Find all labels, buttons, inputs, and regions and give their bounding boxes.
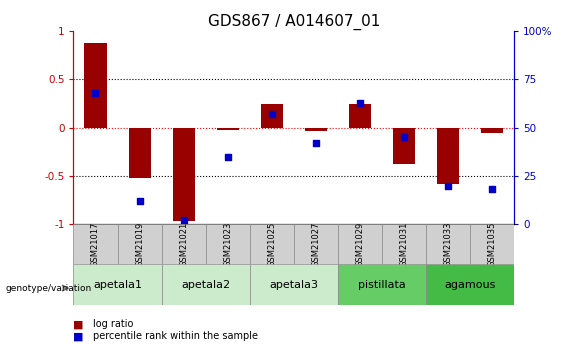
Text: agamous: agamous (445, 280, 496, 289)
Bar (426, 224, 470, 264)
Bar (162, 224, 206, 264)
Bar (393, 128, 415, 164)
Text: GSM21025: GSM21025 (267, 221, 276, 267)
Point (488, 187, 497, 192)
Point (223, 154, 232, 159)
Point (135, 198, 144, 204)
Bar (470, 224, 514, 264)
Bar (162, 264, 250, 305)
Text: genotype/variation: genotype/variation (6, 284, 92, 293)
Text: ■: ■ (73, 319, 84, 329)
Bar (437, 128, 459, 184)
Bar (73, 224, 118, 264)
Bar (206, 224, 250, 264)
Text: GSM21033: GSM21033 (444, 221, 453, 267)
Bar (261, 105, 283, 128)
Text: GSM21021: GSM21021 (179, 221, 188, 267)
Bar (426, 264, 514, 305)
Text: apetala2: apetala2 (181, 280, 230, 289)
Bar (250, 264, 338, 305)
Point (444, 183, 453, 188)
Text: GSM21035: GSM21035 (488, 221, 497, 267)
Bar (128, 128, 150, 178)
Text: apetala1: apetala1 (93, 280, 142, 289)
Text: percentile rank within the sample: percentile rank within the sample (93, 332, 258, 341)
Point (311, 140, 320, 146)
Bar (382, 224, 426, 264)
Text: GSM21029: GSM21029 (355, 221, 364, 267)
Bar (173, 128, 194, 221)
Text: GSM21031: GSM21031 (399, 221, 408, 267)
Point (91, 90, 100, 96)
Title: GDS867 / A014607_01: GDS867 / A014607_01 (207, 13, 380, 30)
Bar (294, 224, 338, 264)
Bar (217, 128, 238, 130)
Bar (250, 224, 294, 264)
Text: apetala3: apetala3 (270, 280, 318, 289)
Point (355, 100, 364, 105)
Bar (338, 264, 426, 305)
Text: GSM21023: GSM21023 (223, 221, 232, 267)
Text: pistillata: pistillata (358, 280, 406, 289)
Bar (481, 128, 503, 134)
Bar (305, 128, 327, 130)
Bar (85, 43, 106, 128)
Point (179, 218, 188, 223)
Text: GSM21027: GSM21027 (311, 221, 320, 267)
Point (267, 111, 276, 117)
Text: GSM21019: GSM21019 (135, 221, 144, 267)
Bar (338, 224, 382, 264)
Bar (349, 104, 371, 128)
Text: log ratio: log ratio (93, 319, 133, 329)
Text: ■: ■ (73, 332, 84, 341)
Text: GSM21017: GSM21017 (91, 221, 100, 267)
Bar (73, 264, 162, 305)
Point (399, 135, 408, 140)
Bar (118, 224, 162, 264)
